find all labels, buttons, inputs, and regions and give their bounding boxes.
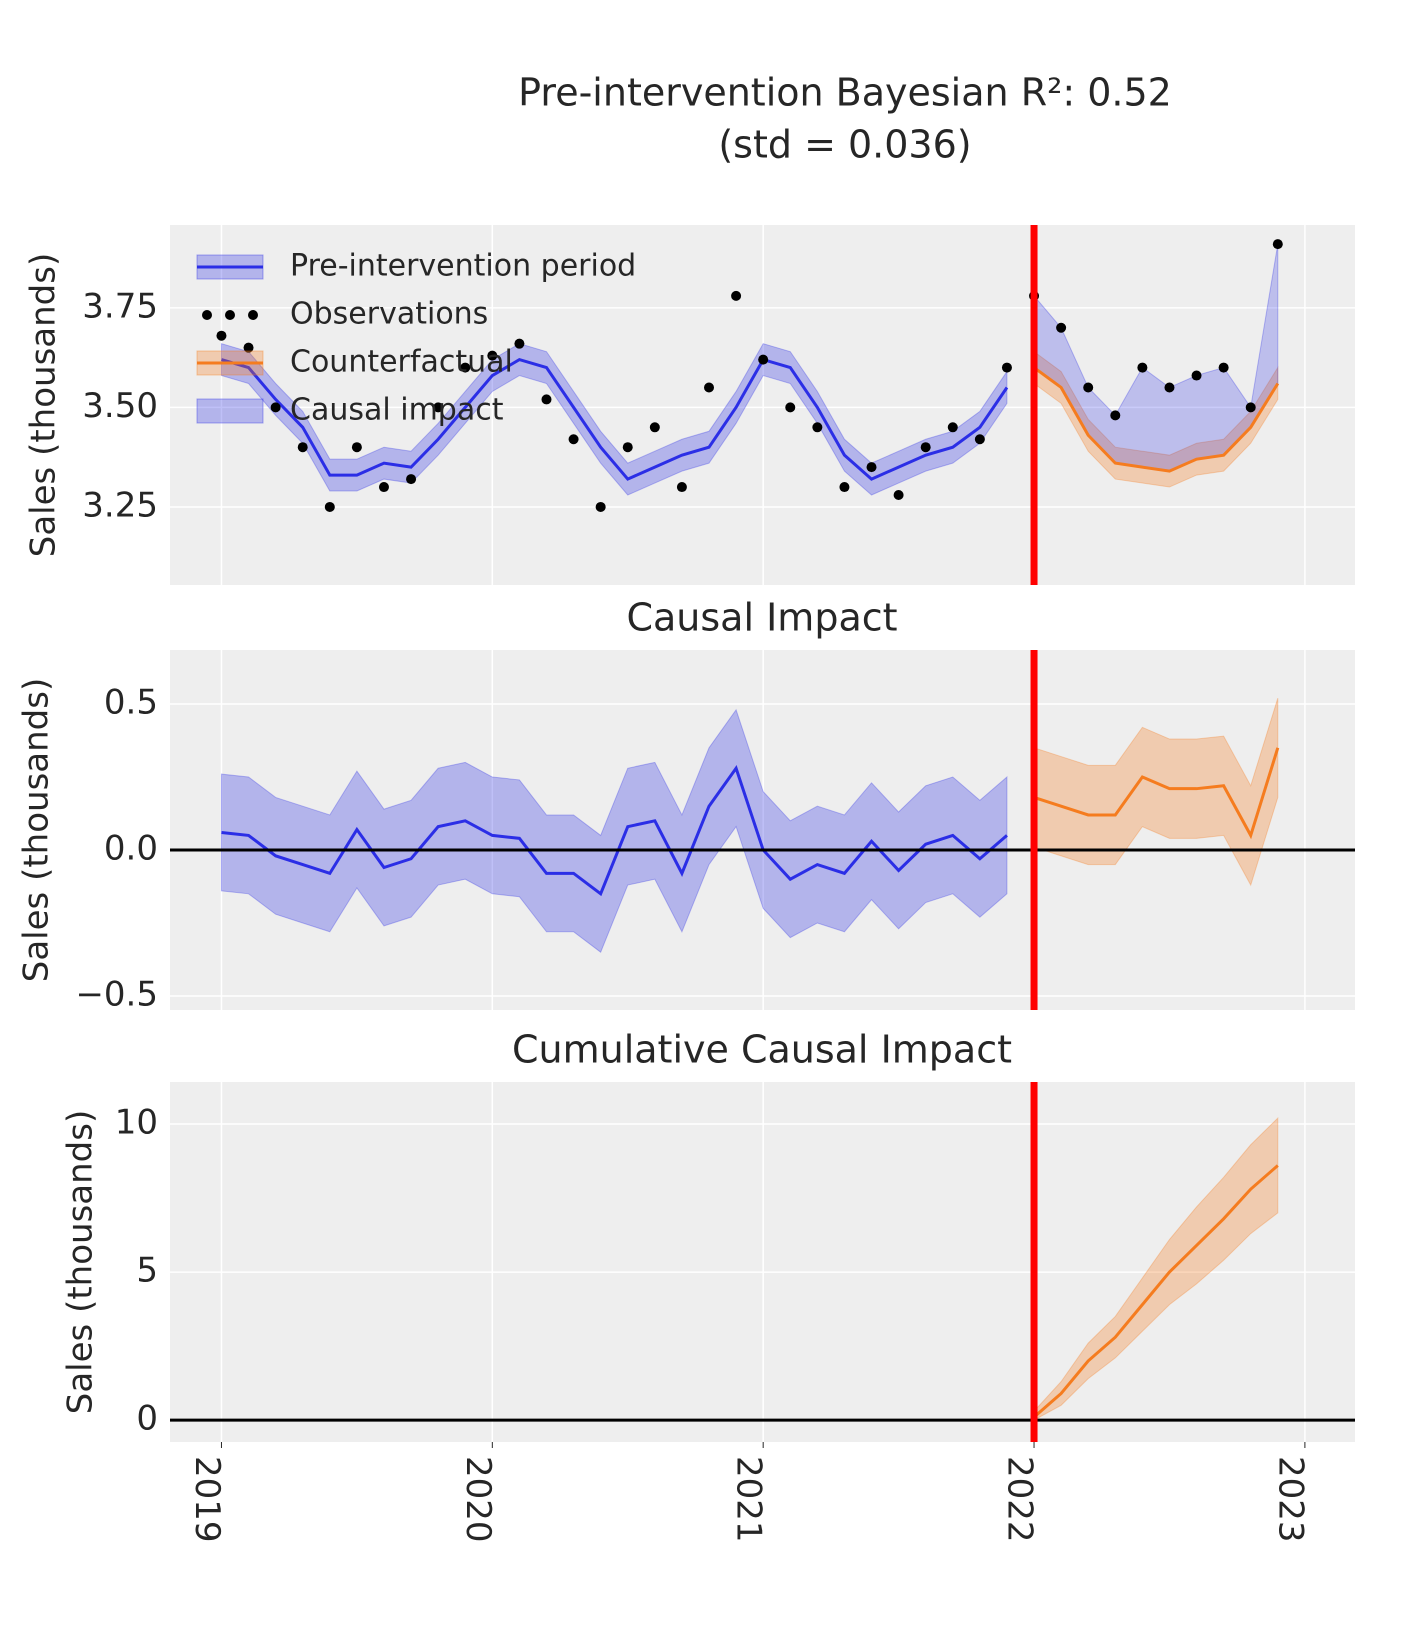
series-line — [1033, 747, 1280, 840]
y-tick-label: 3.75 — [82, 286, 158, 326]
legend-marker — [225, 310, 235, 320]
x-tick-label: 2023 — [1270, 1456, 1310, 1543]
observation-point — [270, 402, 281, 413]
series-line — [1033, 1164, 1279, 1419]
confidence-band — [1033, 698, 1279, 887]
observation-point — [974, 434, 985, 445]
observation-point — [649, 422, 660, 433]
observation-point — [1110, 410, 1121, 421]
legend-swatch — [196, 398, 264, 424]
x-tick-label: 2020 — [458, 1456, 498, 1543]
observation-point — [487, 350, 498, 361]
observation-point — [1083, 382, 1094, 393]
observation-point — [460, 362, 471, 373]
observation-point — [920, 442, 931, 453]
observation-point — [433, 402, 444, 413]
observation-point — [568, 434, 579, 445]
observation-point — [595, 501, 606, 512]
observation-point — [1245, 402, 1256, 413]
observation-point — [731, 290, 742, 301]
legend-label: Counterfactual — [290, 345, 513, 380]
y-tick-label: 10 — [115, 1103, 158, 1143]
observation-point — [514, 338, 525, 349]
x-tick-label: 2021 — [729, 1456, 769, 1543]
y-tick-label: 3.50 — [82, 386, 158, 426]
legend-label: Observations — [290, 297, 488, 332]
series-line — [221, 357, 1009, 481]
legend-label: Pre-intervention period — [290, 249, 636, 284]
observation-point — [622, 442, 633, 453]
legend-marker — [202, 310, 212, 320]
observation-point — [1164, 382, 1175, 393]
legend-marker — [248, 310, 258, 320]
y-axis-label: Sales (thousands) — [24, 253, 64, 557]
observation-point — [893, 490, 904, 500]
legend-label: Causal impact — [290, 393, 504, 428]
series-line — [1033, 366, 1280, 473]
observation-point — [297, 442, 308, 453]
chart-title: Causal Impact — [626, 596, 897, 640]
x-tick-label: 2022 — [1000, 1456, 1040, 1543]
chart-title: (std = 0.036) — [718, 123, 971, 167]
confidence-band — [1033, 350, 1279, 488]
y-tick-label: −0.5 — [75, 974, 158, 1014]
y-axis-label: Sales (thousands) — [17, 678, 57, 982]
observation-point — [704, 382, 715, 393]
y-tick-label: 0.0 — [104, 829, 158, 869]
y-tick-label: 5 — [136, 1251, 158, 1291]
y-axis-label: Sales (thousands) — [61, 1110, 101, 1414]
observation-point — [406, 474, 417, 485]
observation-point — [216, 330, 227, 341]
confidence-band — [220, 708, 1008, 953]
observation-point — [1001, 362, 1012, 373]
y-tick-label: 0.5 — [104, 683, 158, 723]
observation-point — [839, 482, 850, 493]
observation-point — [812, 422, 823, 433]
y-tick-label: 0 — [136, 1399, 158, 1439]
observation-point — [541, 394, 552, 405]
observation-point — [1056, 322, 1067, 333]
chart-title: Pre-intervention Bayesian R²: 0.52 — [518, 71, 1172, 115]
observation-point — [1191, 370, 1202, 381]
chart-title: Cumulative Causal Impact — [512, 1028, 1012, 1072]
observation-point — [785, 402, 796, 413]
observation-point — [1218, 362, 1229, 373]
observation-point — [1272, 239, 1283, 250]
series-line — [221, 764, 1008, 897]
confidence-band — [1033, 1116, 1279, 1421]
x-tick-label: 2019 — [187, 1456, 227, 1543]
observation-point — [947, 422, 958, 433]
observation-point — [351, 442, 362, 453]
observation-point — [676, 482, 687, 493]
y-tick-label: 3.25 — [82, 485, 158, 525]
observation-point — [324, 501, 335, 512]
observation-point — [1137, 362, 1148, 373]
observation-point — [758, 354, 769, 365]
observation-point — [243, 342, 254, 353]
observation-point — [378, 482, 389, 493]
observation-point — [866, 462, 877, 473]
